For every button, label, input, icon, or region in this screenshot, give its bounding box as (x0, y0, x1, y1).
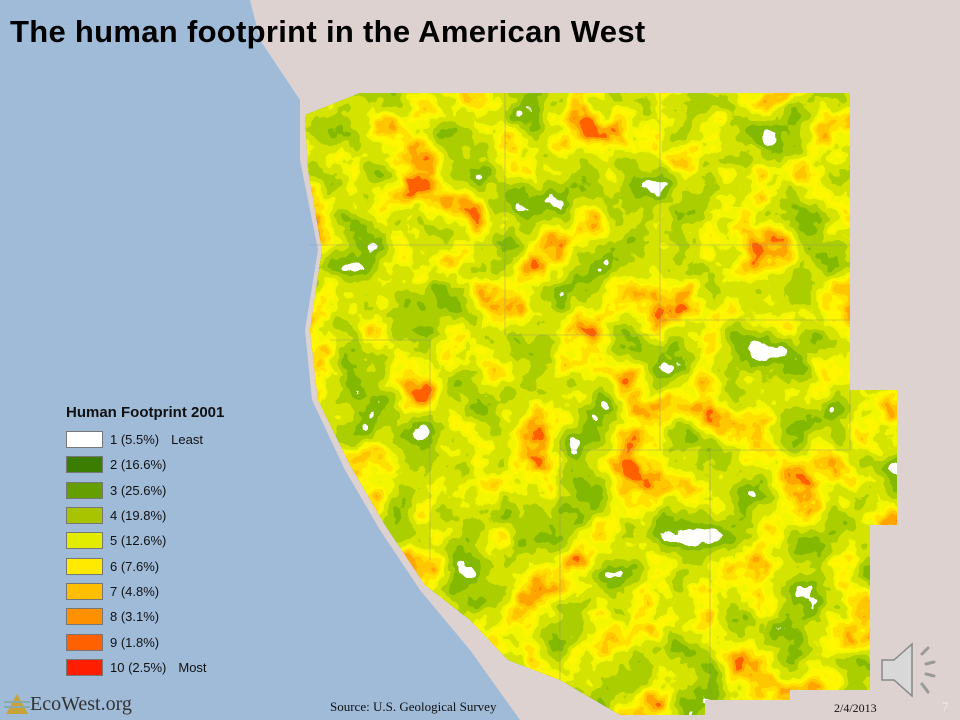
legend-title: Human Footprint 2001 (66, 404, 225, 421)
map-legend: Human Footprint 2001 1 (5.5%) Least 2 (1… (66, 404, 224, 680)
legend-item: 1 (5.5%) Least (66, 427, 224, 452)
legend-item: 6 (7.6%) (66, 553, 224, 578)
legend-item: 9 (1.8%) (66, 629, 224, 654)
legend-label: 3 (25.6%) (110, 482, 167, 498)
ecowest-logo: EcoWest.org (4, 692, 132, 716)
slide-number: 7 (942, 699, 949, 714)
legend-item: 7 (4.8%) (66, 579, 224, 604)
legend-swatch (66, 633, 103, 651)
legend-label: 9 (1.8%) (110, 634, 160, 650)
state-borders (310, 93, 851, 700)
legend-label: 10 (2.5%) (110, 659, 167, 675)
legend-swatch (66, 456, 103, 474)
legend-item: 5 (12.6%) (66, 528, 224, 553)
legend-extra: Least (171, 432, 203, 448)
legend-label: 2 (16.6%) (110, 457, 167, 473)
legend-extra: Most (178, 659, 207, 675)
legend-label: 7 (4.8%) (110, 583, 160, 599)
legend-swatch (66, 431, 103, 449)
source-credit: Source: U.S. Geological Survey (330, 699, 497, 714)
legend-swatch (66, 481, 103, 499)
mountain-logo-icon (4, 694, 30, 714)
legend-swatch (66, 582, 103, 600)
legend-label: 8 (3.1%) (110, 609, 160, 625)
legend-item: 10 (2.5%) Most (66, 655, 224, 680)
legend-swatch (66, 557, 103, 575)
logo-text: EcoWest.org (30, 692, 132, 715)
slide-date: 2/4/2013 (834, 701, 877, 715)
legend-label: 1 (5.5%) (110, 432, 160, 448)
legend-swatch (66, 532, 103, 550)
legend-swatch (66, 507, 103, 525)
audio-speaker-icon[interactable] (878, 640, 948, 700)
legend-swatch (66, 608, 103, 626)
legend-item: 4 (19.8%) (66, 503, 224, 528)
legend-swatch (66, 658, 103, 676)
footprint-raster (305, 93, 897, 715)
legend-item: 3 (25.6%) (66, 478, 224, 503)
legend-item: 8 (3.1%) (66, 604, 224, 629)
legend-label: 6 (7.6%) (110, 558, 160, 574)
legend-label: 4 (19.8%) (110, 508, 167, 524)
legend-item: 2 (16.6%) (66, 452, 224, 477)
legend-label: 5 (12.6%) (110, 533, 167, 549)
slide-title: The human footprint in the American West (10, 14, 646, 49)
